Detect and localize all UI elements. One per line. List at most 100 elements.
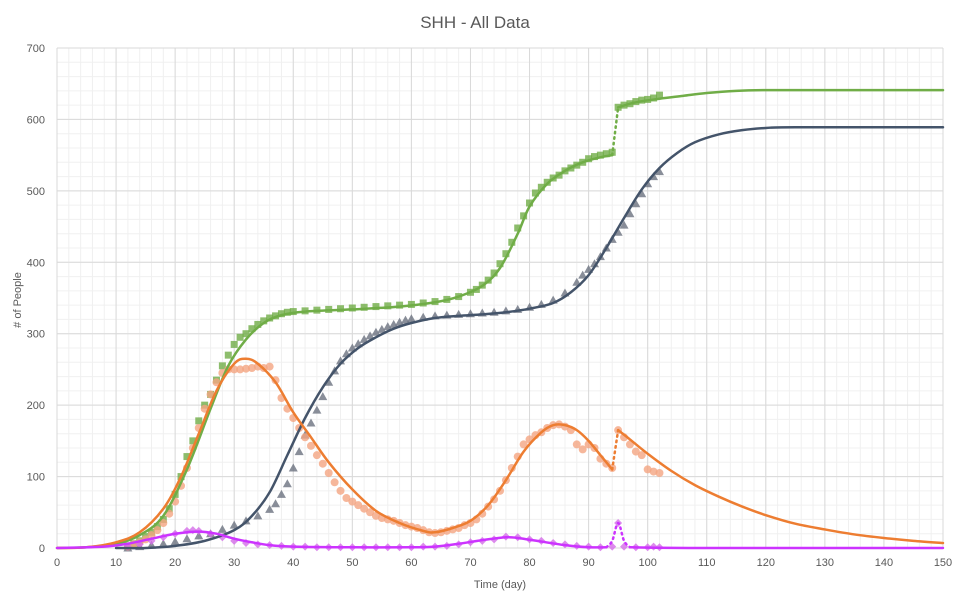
square-marker — [655, 91, 663, 99]
triangle-marker — [306, 418, 316, 427]
y-tick-label: 400 — [27, 257, 45, 269]
triangle-marker — [389, 319, 399, 328]
square-marker — [596, 151, 604, 159]
triangle-marker — [217, 524, 227, 533]
circle-marker — [306, 441, 315, 450]
x-tick-label: 20 — [169, 557, 181, 569]
square-marker — [283, 308, 291, 316]
circle-marker — [572, 440, 581, 449]
square-marker — [384, 302, 392, 310]
circle-marker — [354, 501, 363, 510]
fit-line — [55, 357, 614, 550]
square-marker — [591, 153, 599, 161]
fit-line — [114, 125, 945, 550]
circle-marker — [631, 447, 640, 456]
x-axis-tick-labels: 0 10 20 30 40 50 60 70 80 90 100 110 120 130 140 150 — [54, 557, 952, 569]
square-marker — [242, 330, 250, 338]
circle-marker — [212, 378, 221, 387]
circle-marker — [348, 497, 357, 506]
fit-line — [628, 546, 945, 550]
x-tick-label: 70 — [464, 557, 476, 569]
square-marker — [585, 155, 593, 163]
triangle-marker — [654, 167, 664, 176]
triangle-marker — [271, 499, 281, 508]
square-marker — [224, 351, 232, 359]
x-tick-label: 0 — [54, 557, 60, 569]
y-tick-label: 600 — [27, 114, 45, 126]
triangle-marker — [194, 531, 204, 540]
major-gridlines — [56, 47, 944, 549]
square-marker — [183, 453, 191, 461]
square-marker — [277, 310, 285, 318]
square-marker — [602, 150, 610, 158]
fit-line — [616, 88, 945, 109]
y-tick-label: 100 — [27, 472, 45, 484]
square-marker — [514, 224, 522, 232]
x-tick-label: 50 — [346, 557, 358, 569]
square-marker — [372, 303, 380, 311]
circle-marker — [324, 469, 333, 477]
x-tick-label: 10 — [110, 557, 122, 569]
circle-marker — [578, 445, 587, 454]
x-tick-label: 30 — [228, 557, 240, 569]
square-marker — [537, 183, 545, 191]
square-marker — [360, 303, 368, 311]
square-marker — [650, 94, 658, 102]
x-tick-label: 40 — [287, 557, 299, 569]
triangle-marker — [395, 317, 405, 326]
circle-marker — [153, 526, 162, 535]
square-marker — [608, 148, 616, 156]
square-marker — [236, 333, 244, 341]
circle-marker — [342, 494, 351, 502]
y-axis-tick-labels: 0 100 200 300 400 500 600 700 — [27, 43, 45, 555]
circle-marker — [330, 478, 339, 487]
fit-line — [55, 153, 614, 550]
circle-marker — [312, 451, 321, 460]
triangle-marker — [318, 392, 328, 401]
triangle-marker — [288, 463, 298, 472]
triangle-marker — [619, 220, 629, 229]
square-marker — [490, 269, 498, 277]
fit-line-dotted — [610, 428, 620, 471]
x-axis-title: Time (day) — [474, 579, 526, 591]
x-tick-label: 80 — [523, 557, 535, 569]
triangle-marker — [631, 199, 641, 208]
circle-marker — [159, 519, 168, 527]
square-marker — [396, 301, 404, 309]
square-marker — [348, 304, 356, 312]
triangle-marker — [265, 504, 275, 513]
circle-marker — [519, 440, 528, 449]
x-tick-label: 110 — [698, 557, 716, 569]
triangle-marker — [158, 539, 168, 548]
circle-marker — [265, 362, 274, 371]
y-tick-label: 500 — [27, 186, 45, 198]
triangle-marker — [377, 324, 387, 333]
fit-line-dotted — [605, 521, 632, 549]
x-tick-label: 120 — [757, 557, 775, 569]
circle-marker — [236, 365, 245, 374]
square-marker — [218, 362, 226, 370]
circle-marker — [366, 508, 375, 517]
fit-line — [55, 530, 608, 550]
circle-marker — [637, 451, 646, 460]
fit-line — [616, 428, 945, 545]
triangle-marker — [365, 331, 375, 340]
y-tick-label: 700 — [27, 43, 45, 55]
x-tick-label: 60 — [405, 557, 417, 569]
square-marker — [508, 238, 516, 246]
triangle-marker — [383, 322, 393, 331]
y-tick-label: 0 — [39, 543, 45, 555]
triangle-marker — [406, 314, 416, 323]
triangle-marker — [253, 511, 263, 520]
square-marker — [189, 437, 197, 445]
circle-marker — [301, 433, 310, 442]
x-tick-label: 130 — [816, 557, 834, 569]
triangle-marker — [282, 479, 292, 488]
y-tick-label: 200 — [27, 400, 45, 412]
square-marker — [520, 212, 528, 220]
square-marker — [254, 320, 262, 328]
x-tick-label: 150 — [934, 557, 952, 569]
triangle-marker — [625, 209, 635, 218]
